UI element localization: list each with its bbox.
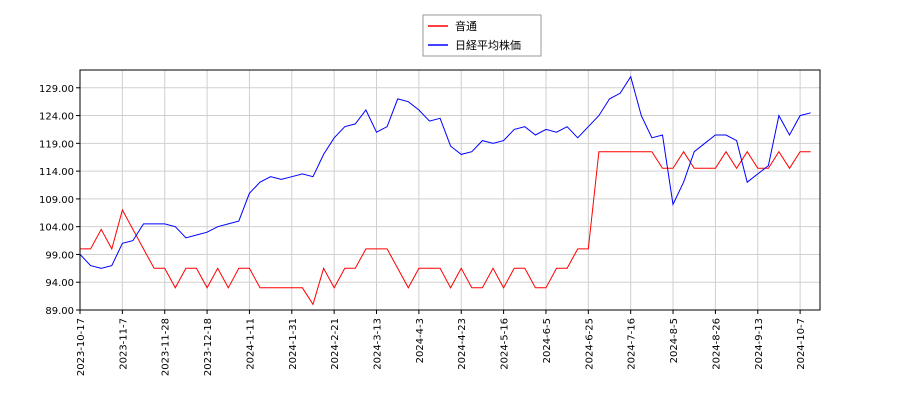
y-tick-label: 104.00 — [39, 223, 74, 234]
x-tick-label: 2024-10-7 — [796, 318, 807, 370]
y-tick-label: 129.00 — [39, 84, 74, 95]
x-tick-label: 2023-11-28 — [161, 318, 172, 376]
x-tick-label: 2024-5-16 — [500, 318, 511, 370]
x-tick-label: 2024-3-13 — [373, 318, 384, 370]
y-tick-label: 119.00 — [39, 139, 74, 150]
x-tick-label: 2024-4-3 — [415, 318, 426, 363]
x-tick-label: 2024-1-11 — [245, 318, 256, 370]
legend-label: 日経平均株価 — [455, 38, 521, 52]
legend-box — [422, 14, 542, 57]
x-tick-label: 2024-6-25 — [584, 318, 595, 370]
x-tick-label: 2024-6-5 — [542, 318, 553, 363]
y-tick-label: 124.00 — [39, 112, 74, 123]
x-tick-label: 2023-12-18 — [203, 318, 214, 376]
x-tick-label: 2023-10-17 — [76, 318, 87, 376]
y-tick-label: 94.00 — [45, 278, 74, 289]
plot-frame — [79, 69, 821, 311]
y-tick-label: 89.00 — [45, 306, 74, 317]
x-tick-label: 2024-4-23 — [457, 318, 468, 370]
x-tick-label: 2023-11-7 — [118, 318, 129, 370]
x-tick-label: 2024-1-31 — [288, 318, 299, 370]
x-tick-label: 2024-7-16 — [627, 318, 638, 370]
x-tick-label: 2024-8-26 — [711, 318, 722, 370]
plot-area — [80, 70, 820, 310]
y-tick-label: 109.00 — [39, 195, 74, 206]
y-tick-label: 99.00 — [45, 250, 74, 261]
legend-label: 音通 — [455, 19, 477, 33]
series-line — [80, 150, 811, 306]
x-tick-label: 2024-9-13 — [754, 318, 765, 370]
series-line — [79, 75, 811, 269]
x-tick-label: 2024-2-21 — [330, 318, 341, 370]
x-tick-label: 2024-8-5 — [669, 318, 680, 363]
y-tick-label: 114.00 — [39, 167, 74, 178]
